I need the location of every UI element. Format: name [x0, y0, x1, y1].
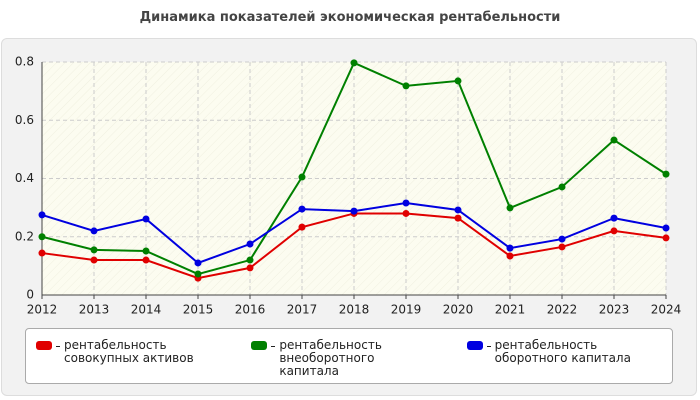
data-point — [558, 243, 566, 251]
y-tick-label: 0.8 — [15, 55, 34, 69]
y-tick-label: 0.2 — [15, 229, 34, 243]
x-tick-label: 2015 — [183, 303, 214, 317]
data-point — [350, 59, 358, 67]
y-tick-label: 0.4 — [15, 171, 34, 185]
data-point — [298, 173, 306, 181]
data-point — [38, 211, 46, 219]
legend-label: рентабельность оборотного капитала — [494, 338, 631, 365]
x-tick-label: 2019 — [391, 303, 422, 317]
x-tick-label: 2020 — [443, 303, 474, 317]
data-point — [142, 215, 150, 223]
data-point — [506, 204, 514, 212]
legend-item: рентабельность оборотного капитала — [457, 329, 672, 383]
data-point — [38, 249, 46, 257]
data-point — [402, 82, 410, 90]
data-point — [610, 214, 618, 222]
x-tick-label: 2013 — [79, 303, 110, 317]
legend-dash — [271, 346, 276, 347]
data-point — [90, 246, 98, 254]
x-tick-label: 2012 — [27, 303, 58, 317]
legend-swatch — [251, 341, 268, 350]
data-point — [90, 227, 98, 235]
x-tick-label: 2024 — [651, 303, 682, 317]
data-point — [246, 240, 254, 248]
data-point — [454, 214, 462, 222]
legend-swatch — [36, 341, 52, 350]
y-tick-label: 0 — [26, 288, 34, 302]
legend-item: рентабельность совокупных активов — [26, 329, 241, 383]
x-tick-label: 2017 — [287, 303, 318, 317]
data-point — [298, 223, 306, 231]
legend: рентабельность совокупных активов рентабе… — [25, 328, 673, 384]
data-point — [558, 183, 566, 191]
data-point — [298, 205, 306, 213]
x-tick-label: 2016 — [235, 303, 266, 317]
data-point — [402, 209, 410, 217]
legend-label: рентабельность совокупных активов — [64, 338, 194, 365]
data-point — [610, 227, 618, 235]
y-tick-label: 0.6 — [15, 113, 34, 127]
x-tick-label: 2018 — [339, 303, 370, 317]
data-point — [38, 233, 46, 241]
data-point — [662, 170, 670, 178]
legend-item: рентабельность внеоборотного капитала — [241, 329, 456, 383]
x-tick-label: 2021 — [495, 303, 526, 317]
data-point — [350, 207, 358, 215]
data-point — [142, 247, 150, 255]
data-point — [558, 235, 566, 243]
data-point — [454, 206, 462, 214]
data-point — [610, 136, 618, 144]
data-point — [402, 199, 410, 207]
data-point — [662, 224, 670, 232]
data-point — [246, 264, 254, 272]
data-point — [90, 256, 98, 264]
data-point — [194, 259, 202, 267]
legend-swatch — [466, 341, 483, 350]
x-tick-label: 2022 — [547, 303, 578, 317]
data-point — [506, 244, 514, 252]
chart-title: Динамика показателей экономическая рента… — [139, 10, 561, 25]
legend-dash — [486, 346, 491, 347]
data-point — [506, 252, 514, 260]
x-tick-label: 2023 — [599, 303, 630, 317]
data-point — [246, 256, 254, 264]
legend-dash — [56, 346, 60, 347]
legend-label: рентабельность внеоборотного капитала — [279, 338, 382, 378]
data-point — [142, 256, 150, 264]
data-point — [454, 77, 462, 85]
x-tick-label: 2014 — [131, 303, 162, 317]
data-point — [194, 270, 202, 278]
data-point — [662, 234, 670, 242]
